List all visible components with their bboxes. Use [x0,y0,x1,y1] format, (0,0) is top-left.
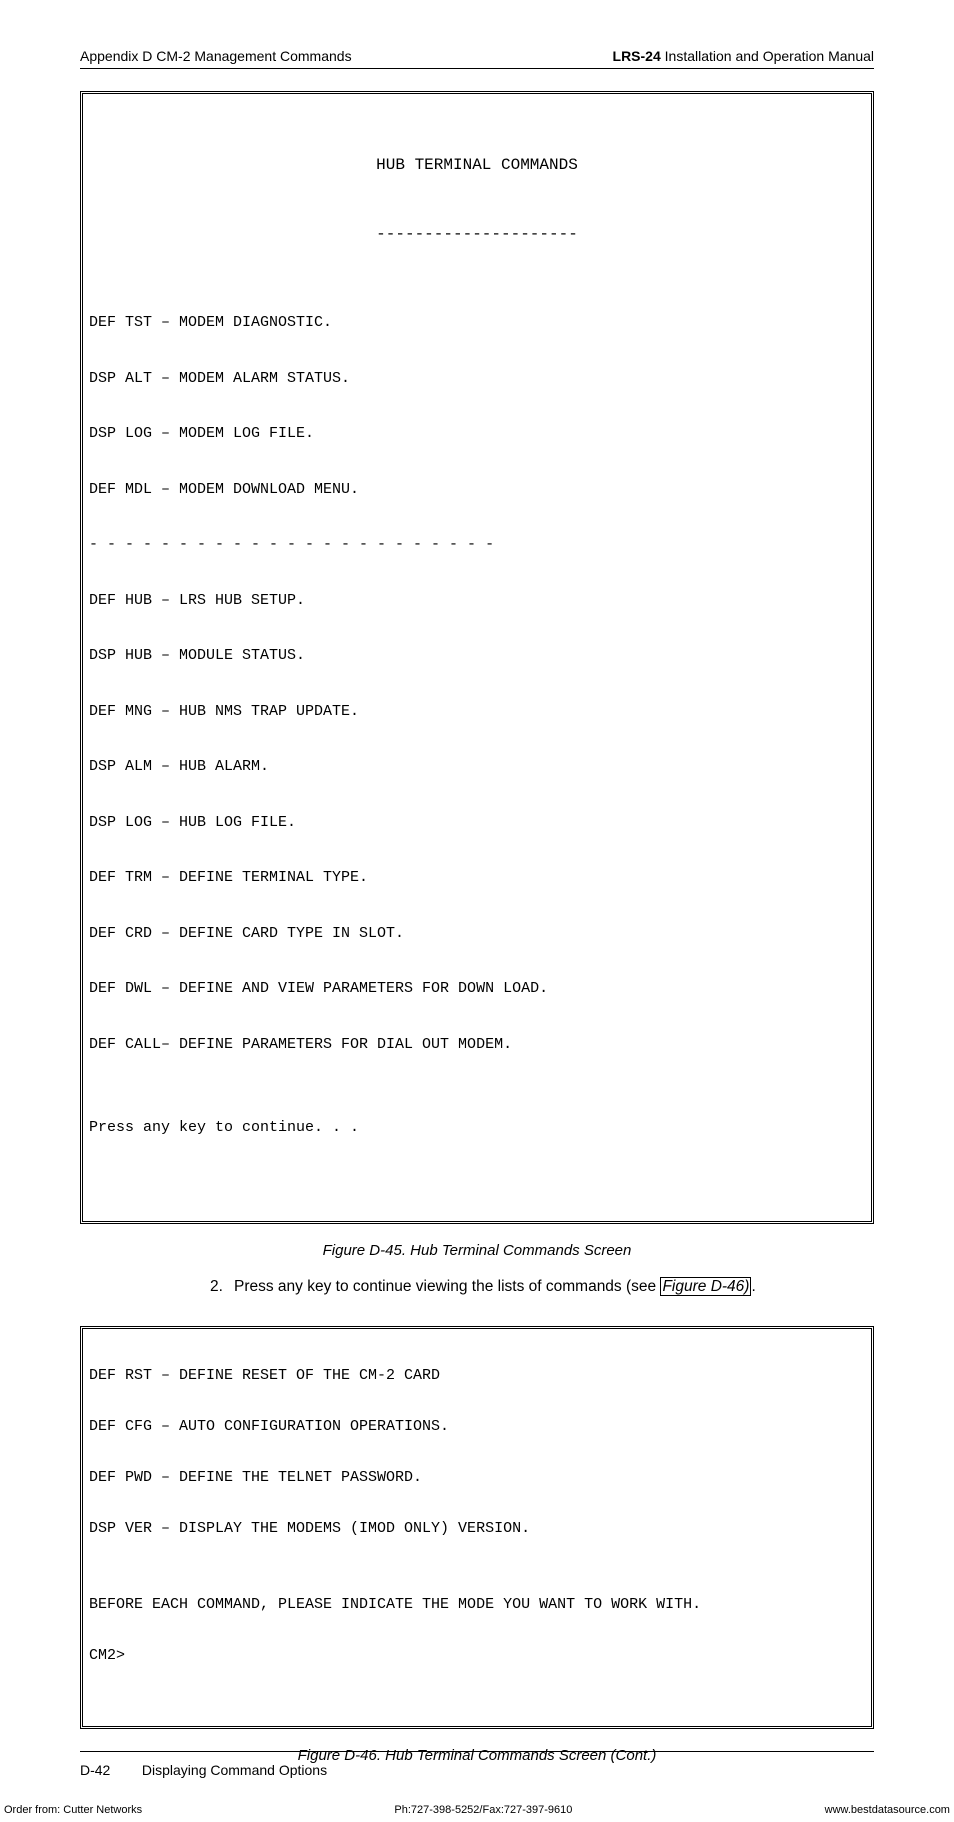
terminal-line: DEF CFG – AUTO CONFIGURATION OPERATIONS. [89,1414,865,1440]
terminal-line: DSP LOG – MODEM LOG FILE. [89,420,865,448]
terminal-screen-1: HUB TERMINAL COMMANDS ------------------… [80,91,874,1224]
terminal-line: DEF TRM – DEFINE TERMINAL TYPE. [89,864,865,892]
terminal-title: HUB TERMINAL COMMANDS [89,156,865,175]
terminal-line: DEF DWL – DEFINE AND VIEW PARAMETERS FOR… [89,975,865,1003]
terminal-line: DEF PWD – DEFINE THE TELNET PASSWORD. [89,1465,865,1491]
figure-caption-1: Figure D-45. Hub Terminal Commands Scree… [80,1242,874,1259]
page-number: D-42 [80,1762,138,1778]
terminal-line: DEF HUB – LRS HUB SETUP. [89,587,865,615]
section-title: Displaying Command Options [142,1762,327,1778]
page-header: Appendix D CM-2 Management Commands LRS-… [80,48,874,69]
terminal-line: - - - - - - - - - - - - - - - - - - - - … [89,531,865,559]
terminal-line: DSP LOG – HUB LOG FILE. [89,809,865,837]
document-footer-bar: Order from: Cutter Networks Ph:727-398-5… [0,1802,954,1822]
terminal-line: DEF CALL– DEFINE PARAMETERS FOR DIAL OUT… [89,1031,865,1059]
terminal-line: DSP HUB – MODULE STATUS. [89,642,865,670]
header-right: LRS-24 Installation and Operation Manual [613,48,874,64]
figure-reference-link[interactable]: Figure D-46) [660,1277,751,1296]
terminal-line: DEF RST – DEFINE RESET OF THE CM-2 CARD [89,1363,865,1389]
terminal-line: BEFORE EACH COMMAND, PLEASE INDICATE THE… [89,1592,865,1618]
instruction-step: 2.Press any key to continue viewing the … [210,1277,874,1296]
footer-center: Ph:727-398-5252/Fax:727-397-9610 [394,1804,572,1816]
page: Appendix D CM-2 Management Commands LRS-… [0,0,954,1802]
terminal-title-underline: --------------------- [89,230,865,240]
footer-right: www.bestdatasource.com [825,1804,950,1816]
terminal-line: DSP ALT – MODEM ALARM STATUS. [89,365,865,393]
terminal-line: DEF CRD – DEFINE CARD TYPE IN SLOT. [89,920,865,948]
footer-left: Order from: Cutter Networks [4,1804,142,1816]
terminal-line: DEF TST – MODEM DIAGNOSTIC. [89,309,865,337]
terminal-line: DSP VER – DISPLAY THE MODEMS (IMOD ONLY)… [89,1516,865,1542]
step-number: 2. [210,1278,234,1296]
header-right-bold: LRS-24 [613,48,661,64]
terminal-line: Press any key to continue. . . [89,1114,865,1142]
page-footer-left: D-42 Displaying Command Options [80,1762,874,1778]
terminal-line: DSP ALM – HUB ALARM. [89,753,865,781]
page-footer-section: D-42 Displaying Command Options [80,1751,874,1778]
header-left: Appendix D CM-2 Management Commands [80,48,352,64]
terminal-line: DEF MNG – HUB NMS TRAP UPDATE. [89,698,865,726]
step-text-before: Press any key to continue viewing the li… [234,1278,660,1295]
terminal-line: CM2> [89,1643,865,1669]
terminal-screen-2: DEF RST – DEFINE RESET OF THE CM-2 CARD … [80,1326,874,1729]
step-text-after: . [751,1278,755,1295]
header-right-rest: Installation and Operation Manual [661,48,874,64]
terminal-line: DEF MDL – MODEM DOWNLOAD MENU. [89,476,865,504]
